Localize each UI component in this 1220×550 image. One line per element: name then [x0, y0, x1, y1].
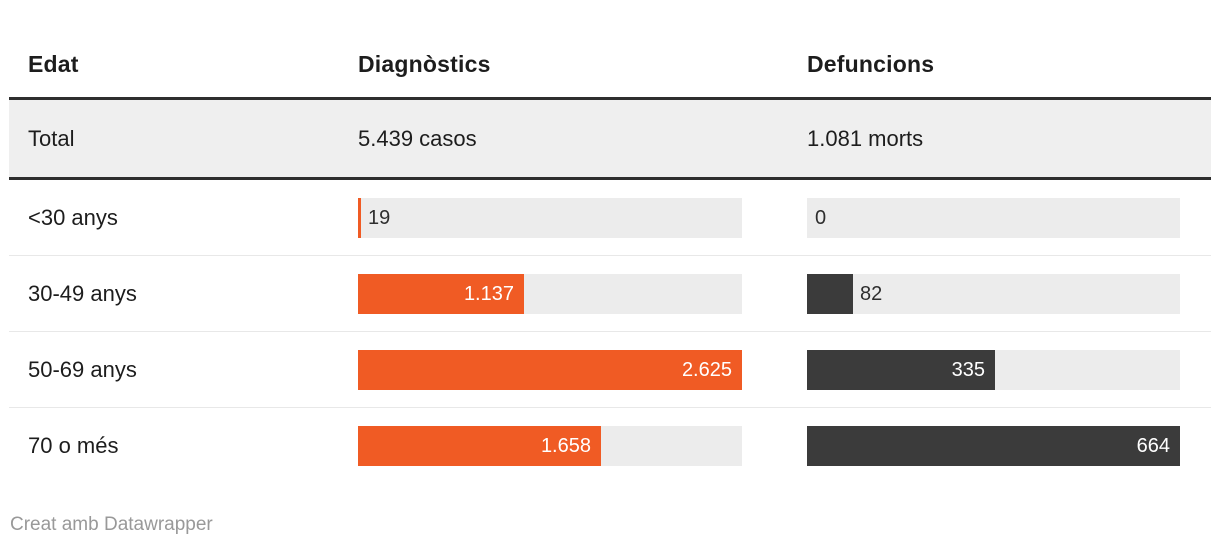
diagnostics-value-label: 19: [368, 206, 391, 229]
age-group-label: <30 anys: [28, 204, 118, 230]
defuncions-value-label: 0: [815, 206, 827, 229]
diagnostics-bar-track: 1.658: [358, 425, 742, 466]
defuncions-cell: 82: [807, 273, 1211, 314]
defuncions-cell: 664: [807, 425, 1211, 466]
age-breakdown-table: Edat Diagnòstics Defuncions Total 5.439 …: [9, 0, 1211, 483]
diagnostics-cell: 19: [358, 197, 807, 238]
diagnostics-bar: 2.625: [358, 349, 742, 390]
table-row: <30 anys 19 0: [9, 180, 1211, 256]
defuncions-cell: 335: [807, 349, 1211, 390]
total-defuncions-value: 1.081 morts: [807, 125, 924, 151]
diagnostics-bar: [358, 197, 361, 238]
diagnostics-cell: 1.658: [358, 425, 807, 466]
diagnostics-cell: 1.137: [358, 273, 807, 314]
table-row: 50-69 anys 2.625 335: [9, 332, 1211, 408]
total-row-label: Total: [28, 125, 75, 151]
defuncions-bar: [807, 273, 853, 314]
total-diagnostics-value: 5.439 casos: [358, 125, 477, 151]
table-body: <30 anys 19 0 30-49 anys 1.137 82 50-69 anys 2.…: [9, 180, 1211, 483]
total-row: Total 5.439 casos 1.081 morts: [9, 97, 1211, 180]
defuncions-cell: 0: [807, 197, 1211, 238]
defuncions-bar: 664: [807, 425, 1180, 466]
diagnostics-bar-track: 1.137: [358, 273, 742, 314]
diagnostics-bar-track: 19: [358, 197, 742, 238]
defuncions-bar-track: 335: [807, 349, 1180, 390]
age-group-label: 70 o més: [28, 432, 119, 458]
table-row: 30-49 anys 1.137 82: [9, 256, 1211, 332]
defuncions-bar-track: 664: [807, 425, 1180, 466]
age-group-label: 50-69 anys: [28, 356, 137, 382]
diagnostics-bar: 1.137: [358, 273, 524, 314]
defuncions-value-label: 82: [860, 282, 883, 305]
defuncions-bar: 335: [807, 349, 995, 390]
defuncions-bar-track: 82: [807, 273, 1180, 314]
column-header-edat: Edat: [28, 51, 79, 77]
table-row: 70 o més 1.658 664: [9, 408, 1211, 483]
diagnostics-bar: 1.658: [358, 425, 601, 466]
column-header-defuncions: Defuncions: [807, 51, 935, 77]
datawrapper-credit: Creat amb Datawrapper: [10, 514, 213, 535]
age-group-label: 30-49 anys: [28, 280, 137, 306]
diagnostics-bar-track: 2.625: [358, 349, 742, 390]
defuncions-bar-track: 0: [807, 197, 1180, 238]
table-header-row: Edat Diagnòstics Defuncions: [9, 0, 1211, 97]
diagnostics-cell: 2.625: [358, 349, 807, 390]
column-header-diagnostics: Diagnòstics: [358, 51, 491, 77]
